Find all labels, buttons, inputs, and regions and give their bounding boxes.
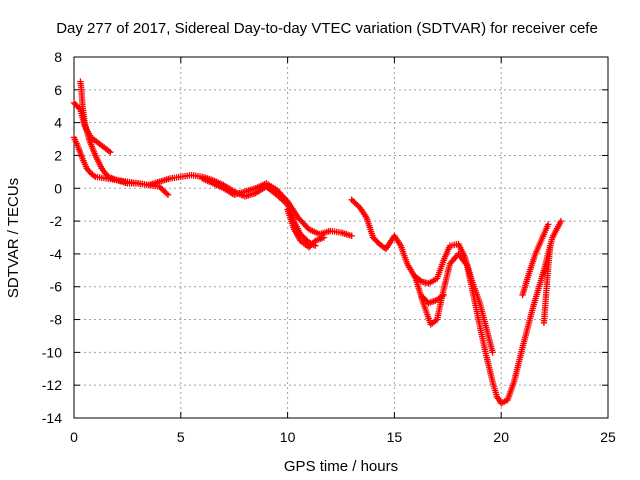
- series-track-j: [540, 242, 554, 327]
- y-tick-label: -14: [42, 410, 62, 426]
- plot-frame: [73, 56, 609, 419]
- data-point-fill: [163, 190, 170, 197]
- x-tick-label: 25: [600, 429, 616, 445]
- y-tick-label: 4: [54, 115, 62, 131]
- y-tick-label: -8: [50, 312, 63, 328]
- series-track-h: [418, 291, 447, 307]
- y-tick-label: -12: [42, 377, 62, 393]
- y-tick-labels: -14 -12 -10 -8 -6 -4 -2 0 2 4 6 8: [42, 49, 62, 426]
- x-tick-labels: 0 5 10 15 20 25: [70, 429, 616, 445]
- data-point: [547, 242, 554, 249]
- y-tick-label: -6: [50, 279, 63, 295]
- series-track-a: [70, 99, 114, 156]
- x-tick-label: 15: [387, 429, 403, 445]
- data-point: [544, 221, 552, 228]
- series-track-d: [198, 175, 355, 240]
- chart-title: Day 277 of 2017, Sidereal Day-to-day VTE…: [56, 20, 598, 37]
- data-point: [557, 217, 565, 225]
- y-tick-label: -10: [42, 344, 62, 360]
- data-series: [70, 78, 565, 407]
- x-axis-label: GPS time / hours: [284, 458, 398, 475]
- series-track-c: [77, 78, 319, 249]
- data-point-fill: [90, 172, 98, 179]
- axis-ticks: [73, 56, 609, 419]
- y-tick-label: -4: [50, 246, 63, 262]
- data-point: [164, 191, 172, 199]
- series-track-i: [519, 221, 552, 299]
- series-track-g: [412, 240, 496, 356]
- x-tick-label: 5: [177, 429, 185, 445]
- data-point: [348, 232, 355, 240]
- y-tick-label: -2: [50, 213, 63, 229]
- series-track-f: [348, 196, 565, 407]
- x-tick-label: 10: [280, 429, 296, 445]
- y-tick-label: 0: [54, 180, 62, 196]
- data-point-fill: [283, 196, 290, 204]
- data-point: [440, 291, 447, 299]
- series-track-e: [284, 206, 328, 251]
- y-tick-label: 2: [54, 147, 62, 163]
- x-tick-label: 20: [493, 429, 509, 445]
- y-tick-label: 6: [54, 82, 62, 98]
- x-tick-label: 0: [70, 429, 78, 445]
- y-tick-label: 8: [54, 49, 62, 65]
- data-point: [320, 234, 328, 241]
- y-axis-label: SDTVAR / TECUs: [5, 178, 22, 298]
- grid: [74, 57, 608, 418]
- data-point: [489, 349, 496, 356]
- data-point: [107, 148, 114, 156]
